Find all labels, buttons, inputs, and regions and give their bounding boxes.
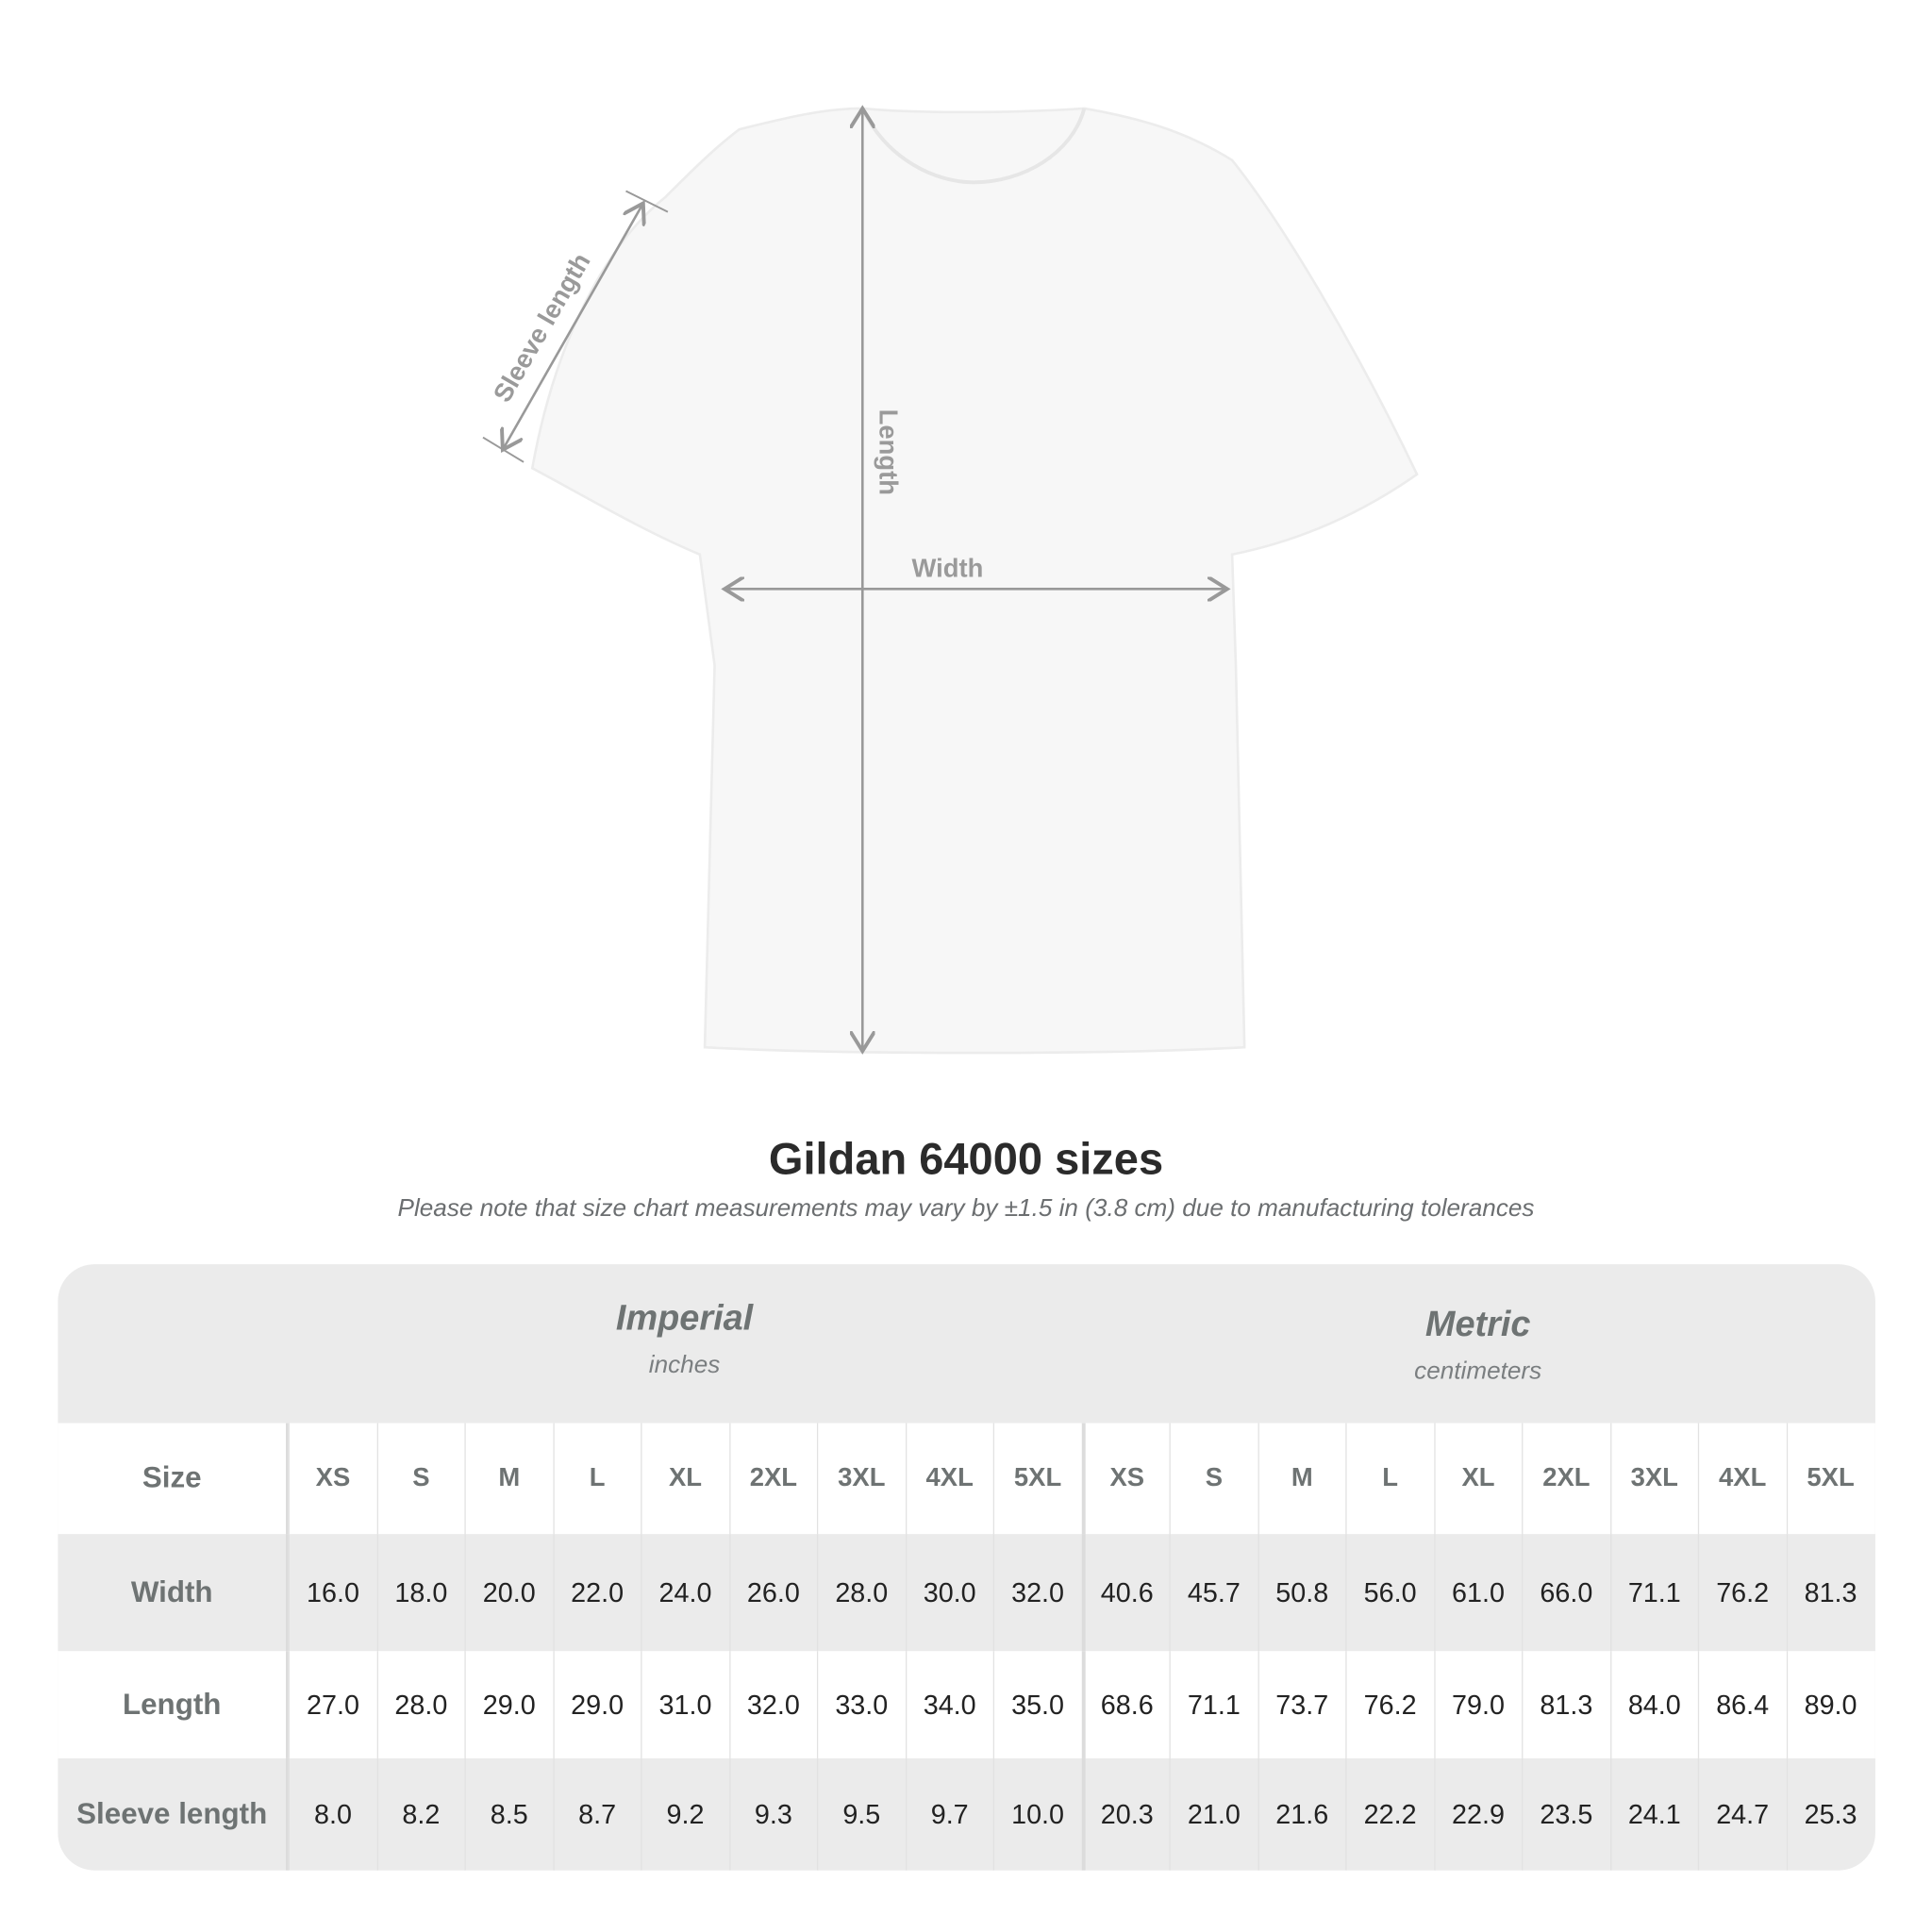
table-cell: S (376, 1423, 464, 1535)
table-cell: 71.1 (1169, 1651, 1257, 1758)
table-cell: 26.0 (728, 1534, 817, 1652)
tolerance-note: Please note that size chart measurements… (397, 1194, 1535, 1223)
table-cell: 20.3 (1081, 1757, 1169, 1871)
table-cell: 20.0 (464, 1534, 552, 1652)
table-cell: 21.0 (1169, 1757, 1257, 1871)
table-cell: 2XL (1522, 1423, 1609, 1535)
table-cell: XL (1433, 1423, 1522, 1535)
table-cell: 56.0 (1345, 1534, 1433, 1652)
table-cell: 33.0 (816, 1651, 905, 1758)
table-cell: 40.6 (1081, 1534, 1169, 1652)
table-cell: 22.0 (552, 1534, 641, 1652)
table-cell: 32.0 (728, 1651, 817, 1758)
sleeve-row: Sleeve length 8.0 8.2 8.5 8.7 9.2 9.3 9.5 9.7 10.… (58, 1757, 1875, 1871)
table-cell: 9.7 (905, 1757, 992, 1871)
length-label: Length (874, 409, 904, 495)
table-cell: 10.0 (992, 1757, 1081, 1871)
table-cell: M (464, 1423, 552, 1535)
table-cell: M (1257, 1423, 1345, 1535)
length-row: Length 27.0 28.0 29.0 29.0 31.0 32.0 33.0 34.0 35… (58, 1651, 1875, 1758)
metric-label: Metric (1424, 1305, 1531, 1344)
table-cell: 34.0 (905, 1651, 992, 1758)
table-cell: 24.0 (641, 1534, 728, 1652)
table-cell: 29.0 (464, 1651, 552, 1758)
table-cell: 35.0 (992, 1651, 1081, 1758)
table-cell: 76.2 (1345, 1651, 1433, 1758)
metric-unit: centimeters (1414, 1357, 1542, 1386)
imperial-header: Imperial inches (289, 1264, 1081, 1457)
table-cell: 68.6 (1081, 1651, 1169, 1758)
table-cell: 4XL (1697, 1423, 1786, 1535)
table-cell: 79.0 (1433, 1651, 1522, 1758)
table-cell: 71.1 (1609, 1534, 1697, 1652)
table-cell: 84.0 (1609, 1651, 1697, 1758)
table-cell: XS (288, 1423, 376, 1535)
row-label: Length (58, 1651, 289, 1758)
table-cell: 8.7 (552, 1757, 641, 1871)
table-cell: 30.0 (905, 1534, 992, 1652)
table-cell: L (1345, 1423, 1433, 1535)
table-cell: XS (1081, 1423, 1169, 1535)
table-cell: 9.5 (816, 1757, 905, 1871)
row-label: Sleeve length (58, 1757, 289, 1871)
table-cell: 8.2 (376, 1757, 464, 1871)
table-cell: 24.7 (1697, 1757, 1786, 1871)
table-cell: 45.7 (1169, 1534, 1257, 1652)
size-row: Size XS S M L XL 2XL 3XL 4XL 5XL XS S M L XL 2XL 3XL 4XL 5… (58, 1423, 1875, 1535)
table-cell: 31.0 (641, 1651, 728, 1758)
table-cell: 5XL (1786, 1423, 1874, 1535)
table-cell: 2XL (728, 1423, 817, 1535)
table-cell: 81.3 (1786, 1534, 1874, 1652)
table-cell: 25.3 (1786, 1757, 1874, 1871)
row-label: Size (58, 1423, 289, 1535)
table-cell: 8.5 (464, 1757, 552, 1871)
width-row: Width 16.0 18.0 20.0 22.0 24.0 26.0 28.0 30.0 32.… (58, 1534, 1875, 1652)
sleeve-arrow (503, 204, 643, 450)
table-cell: 18.0 (376, 1534, 464, 1652)
table-cell: 22.9 (1433, 1757, 1522, 1871)
metric-header: Metric centimeters (1080, 1264, 1874, 1464)
table-cell: 61.0 (1433, 1534, 1522, 1652)
table-cell: 9.2 (641, 1757, 728, 1871)
page-title: Gildan 64000 sizes (768, 1133, 1164, 1185)
size-table: Imperial inches Metric centimeters Size X… (58, 1264, 1875, 1871)
table-cell: 28.0 (816, 1534, 905, 1652)
table-cell: 24.1 (1609, 1757, 1697, 1871)
table-cell: 16.0 (288, 1534, 376, 1652)
table-cell: 50.8 (1257, 1534, 1345, 1652)
width-label: Width (912, 553, 984, 582)
imperial-unit: inches (648, 1351, 721, 1379)
table-cell: 3XL (1609, 1423, 1697, 1535)
table-cell: 86.4 (1697, 1651, 1786, 1758)
imperial-label: Imperial (615, 1298, 754, 1339)
table-cell: 9.3 (728, 1757, 817, 1871)
table-cell: S (1169, 1423, 1257, 1535)
table-cell: 66.0 (1522, 1534, 1609, 1652)
row-label: Width (58, 1534, 289, 1652)
table-cell: 89.0 (1786, 1651, 1874, 1758)
table-cell: 29.0 (552, 1651, 641, 1758)
table-cell: 21.6 (1257, 1757, 1345, 1871)
tshirt-diagram: Sleeve length Length Width (482, 74, 1419, 1084)
table-cell: 5XL (992, 1423, 1081, 1535)
table-cell: 81.3 (1522, 1651, 1609, 1758)
table-cell: 4XL (905, 1423, 992, 1535)
table-cell: 23.5 (1522, 1757, 1609, 1871)
table-cell: 8.0 (288, 1757, 376, 1871)
table-cell: 22.2 (1345, 1757, 1433, 1871)
table-cell: 3XL (816, 1423, 905, 1535)
table-cell: 73.7 (1257, 1651, 1345, 1758)
table-cell: L (552, 1423, 641, 1535)
table-cell: XL (641, 1423, 728, 1535)
table-cell: 28.0 (376, 1651, 464, 1758)
table-cell: 76.2 (1697, 1534, 1786, 1652)
table-cell: 32.0 (992, 1534, 1081, 1652)
table-cell: 27.0 (288, 1651, 376, 1758)
